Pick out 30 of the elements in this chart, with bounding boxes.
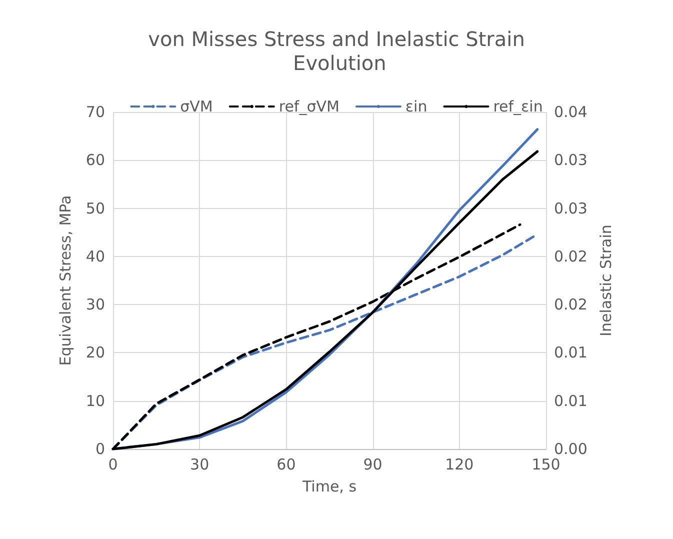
y2-tick-label: 0.01 — [554, 344, 588, 362]
legend-label: σVM — [180, 98, 213, 116]
y-tick-label: 0 — [95, 440, 105, 458]
y2-tick-label: 0.00 — [554, 440, 588, 458]
y2-tick-label: 0.03 — [554, 151, 588, 170]
x-tick-label: 60 — [276, 456, 296, 474]
y-tick-label: 70 — [86, 103, 105, 121]
y-tick-label: 10 — [86, 392, 105, 410]
y2-tick-label: 0.04 — [554, 103, 588, 121]
y2-tick-label: 0.02 — [554, 247, 588, 266]
chart-title: von Misses Stress and Inelastic Strain Evolution — [148, 27, 525, 75]
x-tick-label: 90 — [363, 456, 382, 474]
legend-label: εin — [405, 98, 428, 116]
y-axis-title: Equivalent Stress, MPa — [56, 195, 74, 366]
legend-label: ref_εin — [493, 98, 543, 116]
x-tick-label: 150 — [532, 456, 560, 474]
x-tick-label: 30 — [190, 456, 210, 474]
x-tick-label: 0 — [108, 456, 118, 474]
legend-label: ref_σVM — [278, 98, 340, 116]
y2-tick-label: 0.01 — [554, 392, 588, 410]
y-tick-label: 40 — [86, 247, 105, 266]
y-tick-label: 50 — [86, 199, 105, 218]
y2-tick-label: 0.02 — [554, 296, 588, 314]
y-tick-label: 20 — [86, 344, 105, 362]
y2-axis-title: Inelastic Strain — [596, 224, 615, 336]
y-tick-label: 30 — [86, 296, 105, 314]
x-tick-label: 120 — [445, 456, 474, 474]
y2-tick-label: 0.03 — [554, 199, 588, 218]
x-axis-title: Time, s — [301, 478, 357, 496]
y-tick-label: 60 — [86, 151, 105, 170]
